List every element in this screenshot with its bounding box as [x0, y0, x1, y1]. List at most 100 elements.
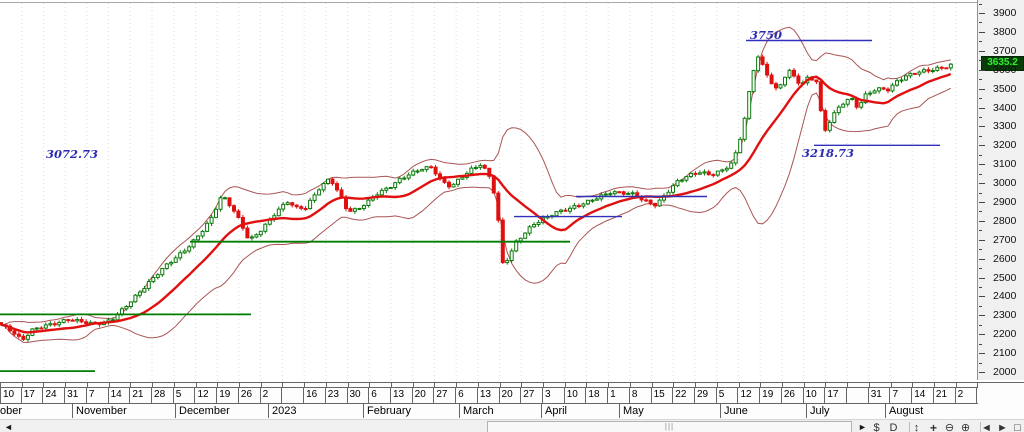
month-tick — [459, 404, 460, 418]
candle — [115, 314, 120, 321]
candle — [303, 208, 308, 210]
daily-period-button[interactable]: D — [889, 422, 898, 432]
candle — [841, 103, 846, 108]
candle — [594, 198, 599, 201]
candle — [214, 208, 218, 218]
candle — [442, 178, 447, 183]
day-label-cell: 12 — [195, 388, 218, 403]
candle — [209, 216, 214, 224]
candle — [836, 106, 841, 114]
candle — [948, 63, 953, 69]
month-tick — [885, 404, 886, 418]
day-label-cell: 10 — [804, 388, 826, 403]
toolbar-separator — [909, 422, 910, 432]
date-axis-tick — [738, 383, 740, 387]
scrollbar-right-arrow[interactable]: ► — [858, 422, 867, 432]
candle — [886, 88, 890, 92]
candle — [523, 232, 528, 239]
date-axis-tick — [847, 383, 849, 387]
toolbar-separator — [980, 422, 981, 432]
date-axis-tick — [586, 383, 588, 387]
candle — [850, 98, 855, 100]
zoom-out-button[interactable]: ⊖ — [944, 422, 955, 432]
month-tick — [806, 404, 807, 418]
candle — [420, 169, 425, 172]
window-button[interactable]: □ — [1014, 422, 1021, 432]
candle — [451, 183, 456, 188]
day-label-cell: 28 — [152, 388, 174, 403]
day-label-cell: 14 — [912, 388, 934, 403]
date-axis-tick — [43, 383, 45, 387]
date-axis-tick — [673, 383, 675, 387]
month-label: August — [889, 405, 924, 417]
price-axis-major-tick — [979, 258, 985, 260]
candle — [818, 81, 823, 112]
candle — [908, 72, 913, 77]
day-label-cell: 18 — [586, 388, 609, 403]
price-axis-major-tick — [979, 126, 985, 128]
price-axis[interactable]: 3635.2 3900 3800 3700 3600 3500 3400 3300 3200 3… — [977, 0, 1024, 380]
candle — [724, 167, 729, 171]
zoom-in-button[interactable]: ⊕ — [960, 422, 971, 432]
date-axis-tick — [825, 383, 827, 387]
candle — [205, 222, 210, 232]
price-scale-button[interactable]: $ — [873, 422, 880, 432]
candle — [590, 199, 595, 202]
candle — [469, 167, 474, 174]
day-label-cell: 26 — [239, 388, 261, 403]
price-axis-label: 3900 — [993, 7, 1017, 19]
day-label-cell — [847, 388, 869, 403]
candle — [814, 79, 819, 83]
candle — [473, 167, 478, 169]
price-axis-label: 2100 — [993, 347, 1017, 360]
price-axis-major-tick — [979, 69, 985, 71]
day-label-cell — [282, 388, 305, 403]
candle — [648, 199, 653, 204]
day-label-cell: 8 — [630, 388, 652, 403]
candle — [169, 262, 174, 265]
price-axis-minor-tick — [979, 192, 982, 194]
candle — [787, 69, 792, 78]
month-tick — [72, 404, 73, 418]
candle — [366, 199, 371, 207]
page-right-button[interactable]: ► — [997, 422, 1008, 432]
fit-vertical-button[interactable]: ↕ — [913, 422, 920, 432]
day-label-cell: 16 — [304, 388, 326, 403]
date-axis-tick — [108, 383, 110, 387]
candle — [559, 209, 563, 213]
candle — [751, 70, 756, 93]
candle — [357, 207, 362, 210]
crosshair-button[interactable]: + — [929, 421, 937, 432]
price-axis-minor-tick — [979, 173, 982, 175]
candle — [388, 187, 393, 189]
bollinger-lower-band — [0, 87, 952, 343]
day-label-cell: 7 — [87, 388, 109, 403]
candle — [429, 166, 434, 169]
date-axis-tick — [564, 383, 566, 387]
date-axis-tick — [130, 383, 132, 387]
scrollbar-left-arrow[interactable]: ◄ — [4, 422, 13, 432]
page-left-button[interactable]: ◄ — [981, 422, 992, 432]
date-axis-months: ober November December 2023 February March Apr… — [0, 404, 1024, 419]
candle — [285, 202, 290, 205]
date-axis-tick — [369, 383, 371, 387]
chart-plot-area[interactable]: 3750 3218.73 3072.73 — [0, 2, 977, 381]
day-label-cell: 27 — [434, 388, 457, 403]
date-axis[interactable]: 10 17 24 31 7 14 21 28 5 12 19 26 2 16 23 30 6 13 20 27 6 13 2… — [0, 382, 1024, 432]
price-axis-major-tick — [979, 107, 985, 109]
candle — [200, 230, 205, 237]
scrollbar-thumb[interactable]: ||| — [487, 421, 852, 432]
candle — [733, 152, 738, 164]
date-axis-tick — [217, 383, 219, 387]
date-axis-tick — [781, 383, 783, 387]
candle — [644, 199, 649, 202]
day-label-cell: 1 — [608, 388, 630, 403]
candle — [415, 170, 420, 173]
candle — [276, 208, 281, 217]
price-axis-minor-tick — [979, 116, 982, 118]
candle — [348, 208, 353, 212]
candle — [491, 175, 496, 194]
price-axis-label: 3100 — [993, 158, 1017, 171]
price-axis-label: 3000 — [993, 177, 1017, 190]
date-axis-tick — [912, 383, 914, 387]
